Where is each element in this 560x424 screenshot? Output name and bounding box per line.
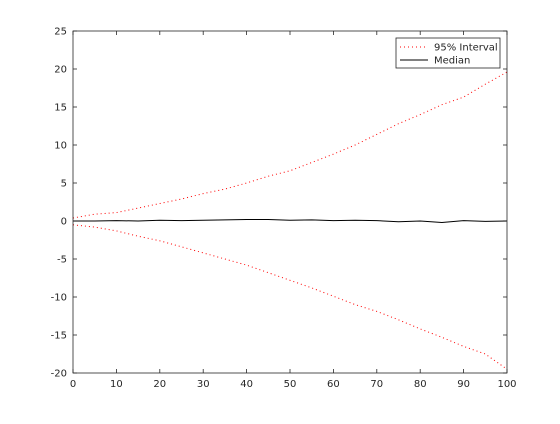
interval-upper-line [72, 71, 508, 219]
y-tick-label: 15 [54, 103, 67, 114]
y-tick-label: 20 [54, 65, 67, 76]
y-tick-label: 10 [54, 141, 67, 152]
x-tick-label: 100 [497, 379, 516, 390]
y-tick-label: -10 [51, 293, 67, 304]
axes-box [72, 30, 508, 374]
x-tick-label: 10 [110, 379, 123, 390]
plot-area [73, 31, 507, 373]
legend-box [395, 37, 501, 69]
series-lines [72, 71, 508, 370]
y-tick-label: -5 [57, 255, 67, 266]
x-tick-label: 90 [457, 379, 470, 390]
x-tick-label: 80 [414, 379, 427, 390]
median-line [73, 219, 508, 224]
x-tick-label: 20 [153, 379, 166, 390]
legend-label: 95% Interval [434, 43, 498, 54]
y-tick-label: 5 [61, 179, 67, 190]
x-tick-label: 50 [284, 379, 297, 390]
x-tick-label: 60 [327, 379, 340, 390]
interval-lower-line [72, 224, 508, 370]
x-tick-label: 0 [70, 379, 76, 390]
y-tick-label: -20 [51, 369, 67, 380]
axis-ticks: 0 10 20 30 40 50 60 70 80 90 100 -20 -15 -10 -5 0 5 10 15 2… [51, 27, 517, 391]
y-tick-label: 25 [54, 27, 67, 38]
legend-label: Median [434, 56, 470, 67]
legend: 95% Interval Median [395, 37, 501, 69]
y-tick-label: -15 [51, 331, 67, 342]
x-tick-label: 70 [370, 379, 383, 390]
x-tick-label: 40 [240, 379, 253, 390]
y-tick-label: 0 [61, 217, 67, 228]
x-tick-label: 30 [197, 379, 210, 390]
